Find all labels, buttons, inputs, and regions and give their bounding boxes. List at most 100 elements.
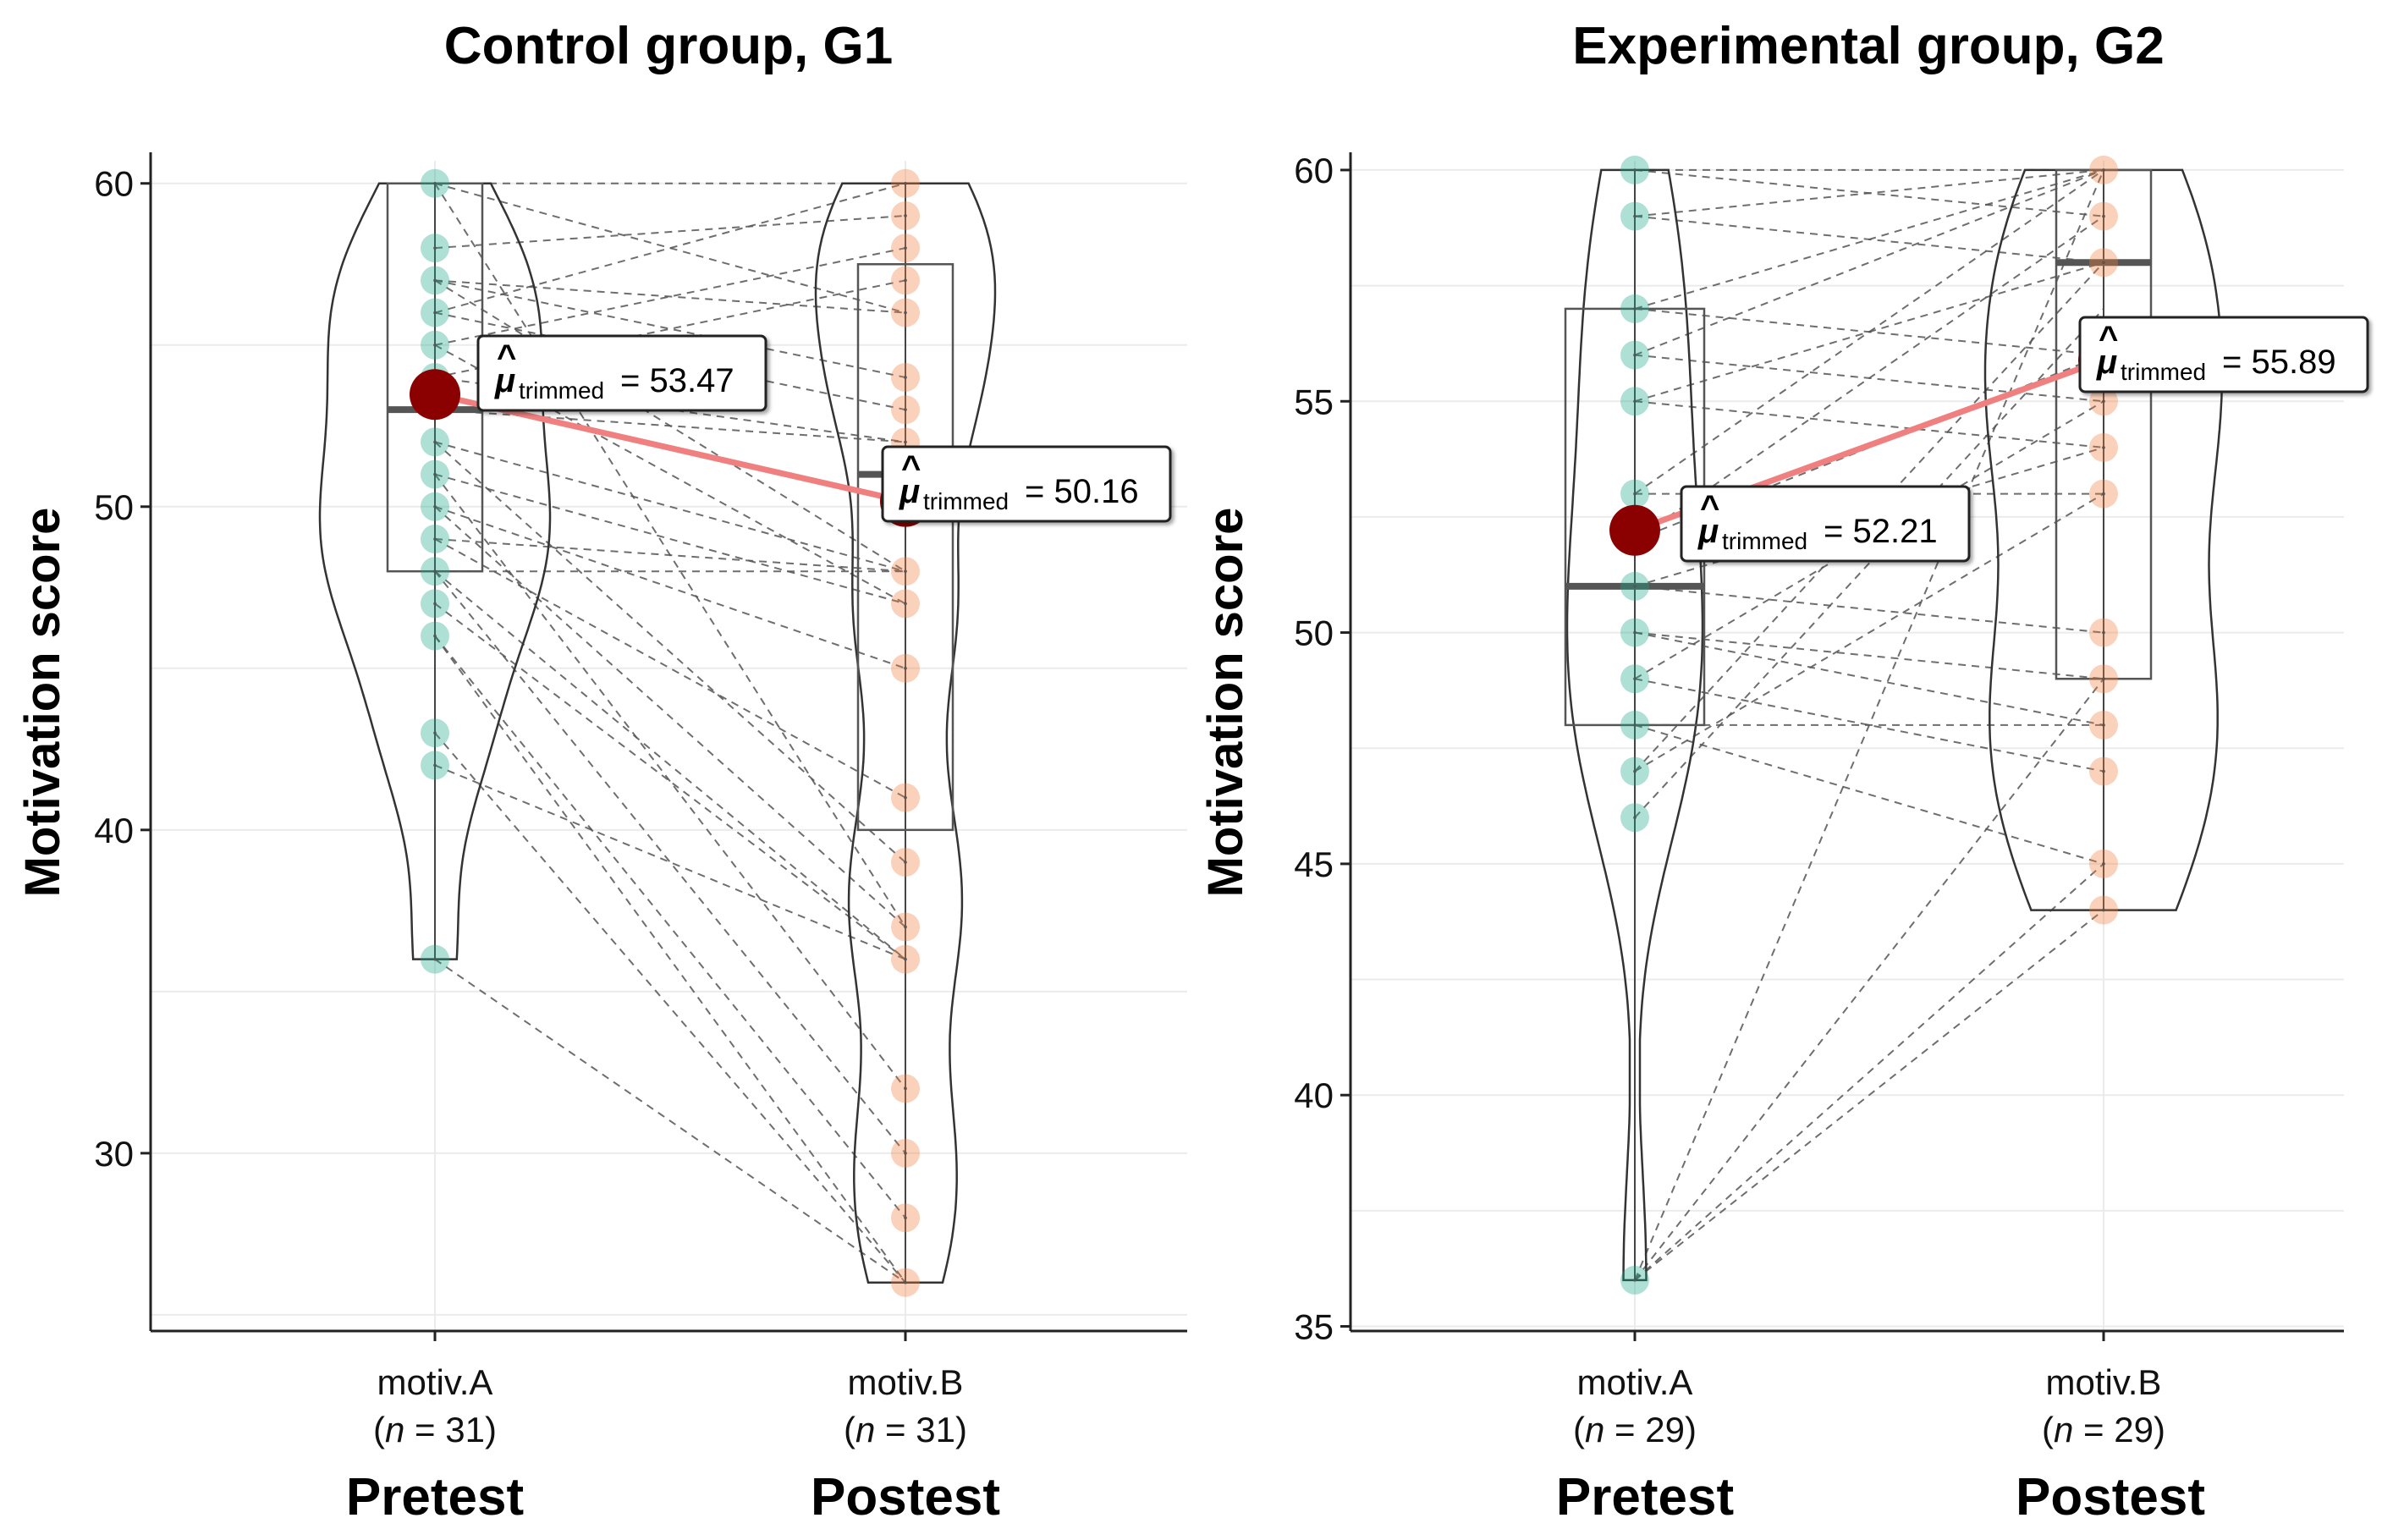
data-point-center (1633, 168, 1637, 172)
paired-line (434, 473, 906, 1090)
data-point-center (1633, 307, 1637, 311)
panel-experimental-group: Experimental group, G2 Motivation score … (1198, 17, 2369, 1526)
data-point-center (1633, 492, 1637, 496)
data-point-center (433, 731, 437, 735)
paired-line (1634, 492, 2104, 773)
mean-label-box (1680, 485, 1971, 563)
data-point-center (433, 504, 437, 509)
category-n: (n = 31) (844, 1410, 967, 1449)
chart-title: Experimental group, G2 (1572, 17, 2164, 75)
mean-connector (434, 391, 906, 505)
mean-label-subscript: trimmed (2121, 359, 2206, 385)
paired-line (1634, 678, 2104, 1281)
mean-label-box (881, 445, 1172, 523)
data-point-center (1633, 214, 1637, 218)
violin-outline (318, 182, 552, 960)
paired-line (434, 344, 906, 605)
paired-line (434, 570, 906, 960)
data-point-center (1633, 630, 1637, 635)
data-point-center (433, 763, 437, 767)
data-point-center (904, 667, 907, 670)
data-points (421, 168, 920, 1297)
data-point-center (433, 957, 437, 961)
paired-line (1634, 631, 2104, 726)
paired-line (1634, 631, 2104, 680)
y-ticks: 30 40 50 60 (94, 164, 151, 1174)
data-point-center (904, 376, 907, 379)
data-point-center (2102, 446, 2105, 449)
paired-line (434, 441, 906, 573)
violin-outline (1565, 168, 1704, 1282)
data-point-center (904, 311, 907, 315)
y-tick-label: 55 (1294, 382, 1334, 421)
paired-line (1634, 585, 2104, 634)
data-point-center (904, 925, 907, 929)
data-point-center (2102, 168, 2105, 172)
mean-label-subscript: trimmed (519, 377, 604, 404)
y-tick-label: 45 (1294, 844, 1334, 884)
data-point-center (904, 957, 907, 961)
violin-outline (814, 182, 997, 1284)
data-point-center (1633, 677, 1637, 681)
mean-label: ^μ trimmed = 53.47 (476, 334, 767, 412)
x-categories: motiv.A (n = 29) motiv.B (n = 29) Pretes… (1556, 1362, 2205, 1526)
axes (149, 152, 1187, 1341)
mean-label-value: = 52.21 (1824, 513, 1938, 550)
mean-label-value: = 53.47 (620, 362, 734, 399)
mean-label: ^μ trimmed = 52.21 (1680, 485, 1971, 563)
data-point-center (2102, 492, 2105, 496)
y-tick-label: 40 (94, 811, 134, 850)
mean-label-subscript: trimmed (1722, 528, 1807, 554)
data-point-center (433, 472, 437, 476)
panel-control-group: Control group, G1 Motivation score 30 40 5… (15, 17, 1187, 1526)
paired-line (434, 538, 906, 799)
data-point-center (1633, 723, 1637, 727)
paired-line (1634, 723, 2104, 865)
data-point-center (1633, 399, 1637, 404)
data-point-center (904, 278, 907, 283)
x-axis-label: Postest (811, 1468, 1000, 1526)
data-point-center (904, 1280, 907, 1284)
data-point-center (1633, 585, 1637, 588)
violins (318, 182, 997, 1284)
data-point-center (1633, 353, 1637, 357)
paired-line (434, 505, 906, 669)
category-n: (n = 29) (1573, 1410, 1697, 1449)
data-point-center (2102, 769, 2105, 773)
mean-label-symbol: μ (494, 362, 515, 399)
x-axis-label: Pretest (346, 1468, 524, 1526)
y-axis-label: Motivation score (1198, 508, 1253, 898)
mean-label-hat: ^ (901, 449, 921, 487)
y-tick-label: 60 (94, 164, 134, 204)
data-point-center (433, 569, 437, 573)
paired-line (1634, 863, 2104, 1281)
category-n: (n = 31) (373, 1410, 497, 1449)
data-point-center (904, 181, 907, 185)
data-point-center (904, 1216, 907, 1220)
data-point-center (904, 408, 907, 411)
data-point-center (433, 634, 437, 638)
data-point-center (904, 440, 907, 444)
y-tick-label: 60 (1294, 151, 1334, 190)
data-point-center (904, 1086, 907, 1091)
mean-label-box (476, 334, 767, 412)
paired-line (1634, 169, 2104, 495)
mean-label-hat: ^ (497, 338, 516, 376)
mean-label: ^μ trimmed = 55.89 (2078, 316, 2369, 393)
paired-line (434, 635, 906, 1284)
data-point-center (904, 861, 907, 864)
data-point-center (904, 569, 907, 573)
paired-line (434, 214, 906, 250)
data-point-center (1633, 1279, 1637, 1282)
data-point-center (2102, 908, 2105, 912)
data-point-center (2102, 677, 2105, 681)
axes (1349, 152, 2344, 1341)
paired-line (434, 183, 906, 927)
y-ticks: 35 40 45 50 55 60 (1294, 151, 1351, 1347)
paired-line (434, 958, 906, 1284)
category-n: (n = 29) (2042, 1410, 2165, 1449)
x-axis-label: Postest (2016, 1468, 2205, 1526)
mean-label-symbol: μ (2096, 344, 2117, 381)
mean-point (1609, 504, 1660, 556)
paired-line (434, 732, 906, 1284)
